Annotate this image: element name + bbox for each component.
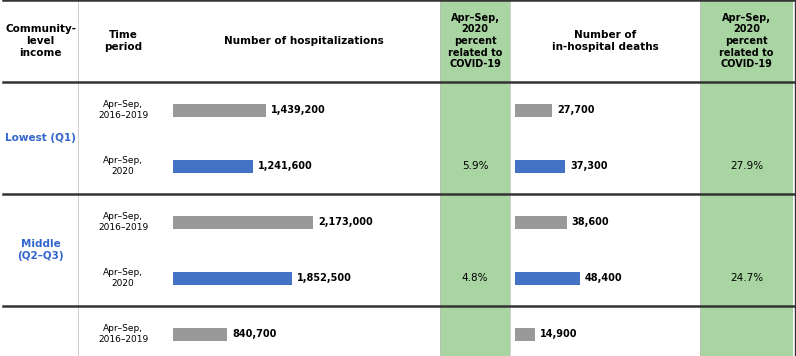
Text: 1,852,500: 1,852,500: [298, 273, 352, 283]
Bar: [515, 328, 535, 340]
Bar: [700, 0, 793, 82]
Bar: [3, 194, 796, 306]
Text: 840,700: 840,700: [232, 329, 276, 339]
Text: Lowest (Q1): Lowest (Q1): [5, 133, 76, 143]
Bar: [700, 194, 793, 306]
Bar: [515, 272, 580, 284]
Bar: [515, 159, 565, 173]
Text: 38,600: 38,600: [572, 217, 610, 227]
Bar: [3, 0, 796, 82]
Text: 24.7%: 24.7%: [730, 273, 763, 283]
Text: 37,300: 37,300: [570, 161, 607, 171]
Text: Apr–Sep,
2020: Apr–Sep, 2020: [103, 268, 143, 288]
Text: Apr–Sep,
2020: Apr–Sep, 2020: [103, 156, 143, 176]
Text: 1,241,600: 1,241,600: [258, 161, 313, 171]
Text: Apr–Sep,
2016–2019: Apr–Sep, 2016–2019: [98, 324, 148, 344]
Bar: [515, 104, 552, 116]
Bar: [700, 306, 793, 356]
Text: 48,400: 48,400: [585, 273, 622, 283]
Bar: [3, 306, 796, 356]
Text: 5.9%: 5.9%: [462, 161, 488, 171]
Bar: [173, 159, 253, 173]
Bar: [515, 215, 567, 229]
Text: 27.9%: 27.9%: [730, 161, 763, 171]
Bar: [173, 215, 313, 229]
Text: Apr–Sep,
2020
percent
related to
COVID-19: Apr–Sep, 2020 percent related to COVID-1…: [720, 13, 774, 69]
Bar: [173, 104, 266, 116]
Text: 27,700: 27,700: [557, 105, 595, 115]
Text: Apr–Sep,
2016–2019: Apr–Sep, 2016–2019: [98, 212, 148, 232]
Text: 4.8%: 4.8%: [462, 273, 488, 283]
Text: Middle
(Q2–Q3): Middle (Q2–Q3): [18, 239, 64, 261]
Text: Community-
level
income: Community- level income: [5, 25, 76, 58]
Bar: [173, 328, 227, 340]
Bar: [700, 82, 793, 194]
Bar: [440, 306, 510, 356]
Text: 14,900: 14,900: [540, 329, 578, 339]
Bar: [440, 82, 510, 194]
Text: 1,439,200: 1,439,200: [271, 105, 326, 115]
Text: 2,173,000: 2,173,000: [318, 217, 373, 227]
Bar: [440, 0, 510, 82]
Bar: [440, 194, 510, 306]
Text: Time
period: Time period: [104, 30, 142, 52]
Text: Apr–Sep,
2020
percent
related to
COVID-19: Apr–Sep, 2020 percent related to COVID-1…: [448, 13, 502, 69]
Text: Apr–Sep,
2016–2019: Apr–Sep, 2016–2019: [98, 100, 148, 120]
Text: Number of hospitalizations: Number of hospitalizations: [224, 36, 384, 46]
Bar: [173, 272, 292, 284]
Text: Number of
in-hospital deaths: Number of in-hospital deaths: [552, 30, 658, 52]
Bar: [3, 82, 796, 194]
